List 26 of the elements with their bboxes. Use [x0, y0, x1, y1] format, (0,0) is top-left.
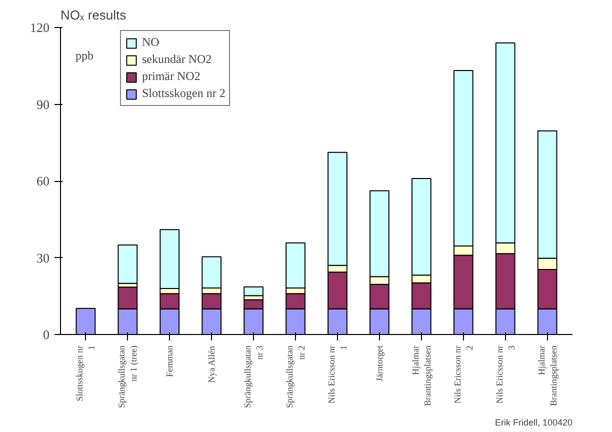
y-tick-label: 0	[43, 327, 50, 342]
legend-label: primär NO2	[142, 69, 200, 84]
annotation: ppb	[76, 48, 94, 62]
x-tick-label: Sprängkullsgatan nr 3	[242, 345, 265, 408]
x-tick-label: Sprängkullsgatan nr 2	[284, 345, 307, 408]
legend-label: sekundär NO2	[142, 52, 212, 67]
legend-label: NO	[142, 35, 160, 50]
x-tick-label: Hjalmar Brantingsplatsen	[410, 345, 432, 406]
x-tick-label: Nils Ericsson nr 3	[494, 345, 516, 404]
y-tick-label: 90	[36, 96, 50, 112]
chart-title: NOₓ results	[60, 8, 127, 22]
x-tick-label: Nils Ericsson nr 2	[452, 345, 474, 404]
legend-label: Slottsskogen nr 2	[142, 86, 226, 101]
x-tick-label: Sprängkullsgatan nr 1 (tree)	[116, 345, 139, 408]
y-tick-label: 60	[36, 174, 50, 188]
y-tick-label: 30	[36, 250, 50, 266]
bar	[118, 244, 138, 284]
x-tick-label: Järntorget	[374, 345, 384, 382]
x-tick-label: Nils Ericsson nr 1	[326, 345, 348, 404]
y-tick-label: 120	[30, 20, 50, 35]
x-tick-label: Slottsskogen nr 1	[74, 345, 97, 402]
x-tick-label: Nya Allén	[206, 345, 217, 383]
bar	[244, 286, 264, 296]
text: Erik Fridell, 100420	[494, 418, 573, 428]
x-tick-label: Hjalmar Brantingsplatsen	[536, 345, 558, 406]
x-tick-label: Femman	[164, 345, 175, 377]
